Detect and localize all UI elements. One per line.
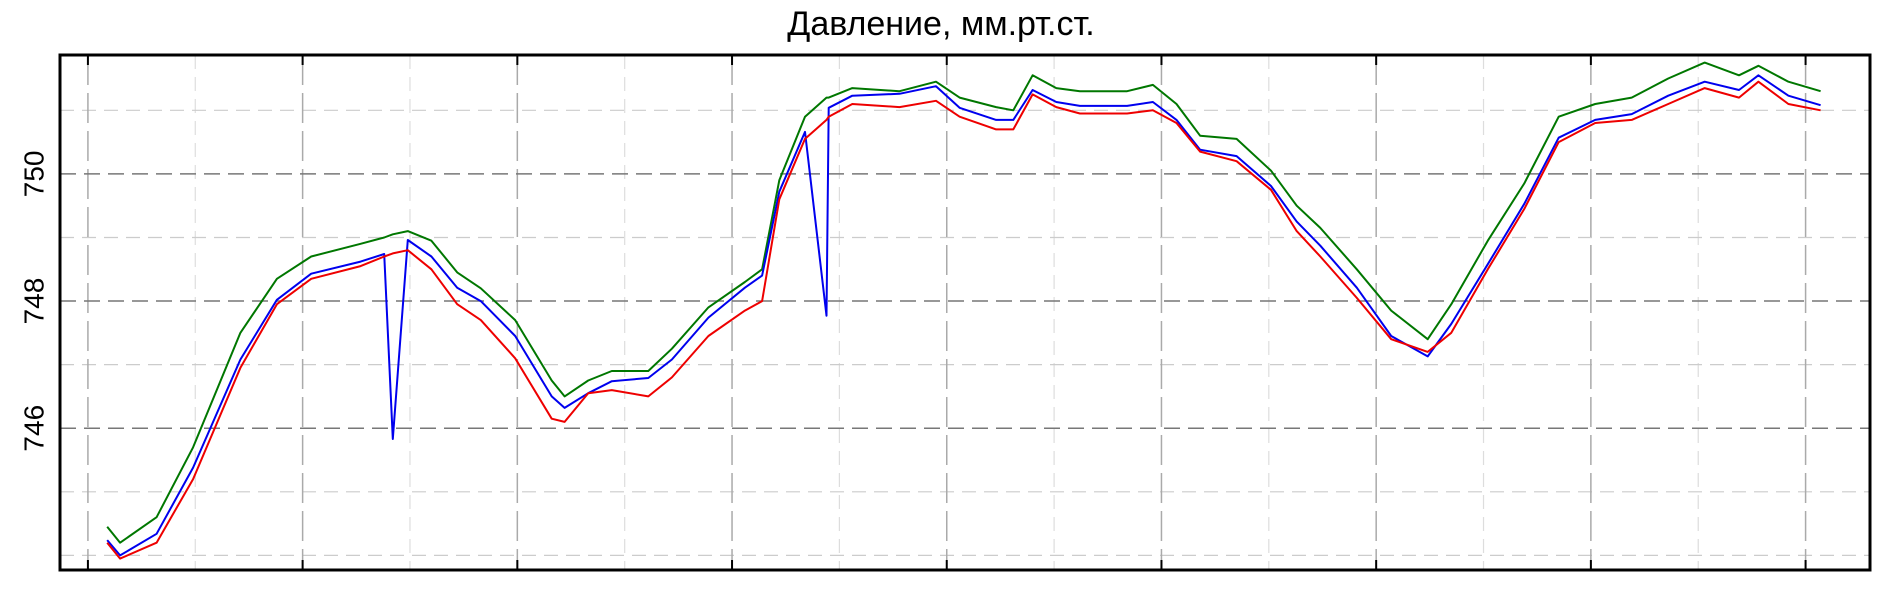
y-tick-label: 748 <box>18 278 49 325</box>
y-tick-label: 750 <box>18 151 49 198</box>
series-line <box>106 61 1821 544</box>
chart-title: Давление, мм.рт.ст. <box>787 5 1094 43</box>
series-line <box>106 80 1821 560</box>
plot-frame <box>58 53 1872 572</box>
series-line <box>106 74 1821 557</box>
y-tick-label: 746 <box>18 405 49 452</box>
